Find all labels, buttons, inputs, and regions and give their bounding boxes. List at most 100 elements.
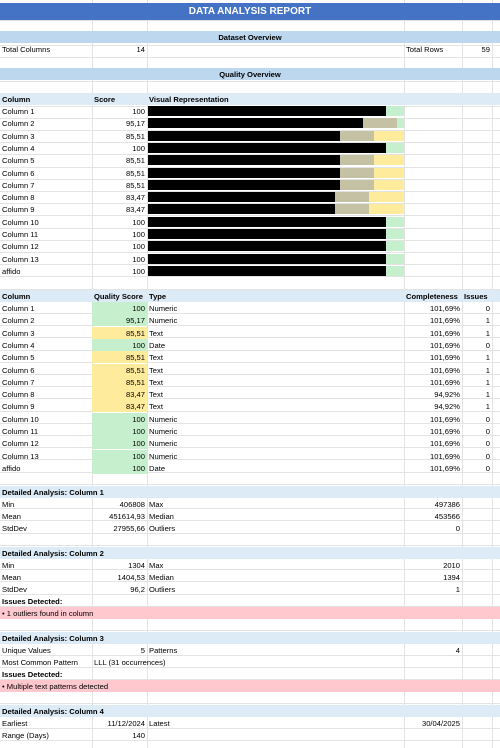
table-row[interactable]: Column 10 100 Numeric 101,69% 0 [0, 413, 500, 425]
dt-quality-score[interactable]: 100 [92, 450, 147, 462]
table-row[interactable]: Column 6 85,51 Text 101,69% 1 [0, 364, 500, 376]
col3-common-value[interactable]: LLL (31 occurrences) [94, 657, 166, 667]
col2-issue-row[interactable]: • 1 outliers found in column [0, 607, 500, 619]
col1-outliers-value[interactable]: 0 [455, 523, 460, 533]
col2-outliers-value[interactable]: 1 [455, 584, 460, 594]
table-row[interactable]: Column 9 83,47 Text 94,92% 1 [0, 400, 500, 412]
table-row[interactable]: Column 5 85,51 Text 101,69% 1 [0, 351, 500, 363]
dt-type[interactable]: Text [149, 328, 163, 338]
quality-row[interactable]: Column 4 100 [0, 142, 500, 154]
dt-completeness[interactable]: 101,69% [430, 340, 460, 350]
dt-quality-score[interactable]: 100 [92, 437, 147, 449]
col3-unique-value[interactable]: 5 [140, 645, 145, 655]
col4-row-dates[interactable]: Earliest 11/12/2024 Latest 30/04/2025 [0, 717, 500, 729]
quality-row[interactable]: Column 12 100 [0, 240, 500, 252]
dt-completeness[interactable]: 101,69% [430, 377, 460, 387]
table-row[interactable]: Column 12 100 Numeric 101,69% 0 [0, 437, 500, 449]
qo-score-value[interactable]: 85,51 [125, 168, 145, 178]
table-row[interactable]: affido 100 Date 101,69% 0 [0, 462, 500, 474]
dt-completeness[interactable]: 101,69% [430, 365, 460, 375]
dt-type[interactable]: Numeric [149, 303, 178, 313]
col2-issues-label-row[interactable]: Issues Detected: [0, 595, 500, 607]
col2-detail-header[interactable]: Detailed Analysis: Column 2 [0, 547, 500, 559]
quality-overview-header[interactable]: Quality Overview [0, 68, 500, 80]
col4-row-range[interactable]: Range (Days) 140 [0, 729, 500, 741]
col2-mean-value[interactable]: 1404,53 [117, 572, 145, 582]
dt-quality-score[interactable]: 100 [92, 425, 147, 437]
col2-row-mean[interactable]: Mean 1404,53 Median 1394 [0, 571, 500, 583]
col3-row-unique[interactable]: Unique Values 5 Patterns 4 [0, 644, 500, 656]
qo-score-value[interactable]: 83,47 [125, 204, 145, 214]
quality-row[interactable]: Column 1 100 [0, 105, 500, 117]
table-row[interactable]: Column 13 100 Numeric 101,69% 0 [0, 450, 500, 462]
qo-score-value[interactable]: 100 [132, 229, 145, 239]
dt-issues[interactable]: 1 [485, 389, 490, 399]
dt-type[interactable]: Date [149, 463, 166, 473]
dataset-overview-header[interactable]: Dataset Overview [0, 31, 500, 43]
dt-issues[interactable]: 0 [485, 438, 490, 448]
col3-row-common[interactable]: Most Common Pattern LLL (31 occurrences) [0, 656, 500, 668]
dt-type[interactable]: Text [149, 377, 163, 387]
dt-quality-score[interactable]: 95,17 [92, 314, 147, 326]
dt-completeness[interactable]: 94,92% [434, 401, 460, 411]
col1-row-mean[interactable]: Mean 451614,93 Median 453566 [0, 510, 500, 522]
qo-score-value[interactable]: 100 [132, 254, 145, 264]
dt-type[interactable]: Date [149, 340, 166, 350]
qo-score-value[interactable]: 85,51 [125, 180, 145, 190]
quality-row[interactable]: Column 9 83,47 [0, 203, 500, 215]
dt-completeness[interactable]: 101,69% [430, 352, 460, 362]
quality-row[interactable]: Column 2 95,17 [0, 117, 500, 129]
col1-mean-value[interactable]: 451614,93 [109, 511, 145, 521]
report-title-row[interactable]: DATA ANALYSIS REPORT [0, 3, 500, 20]
dt-type[interactable]: Text [149, 352, 163, 362]
dt-quality-score[interactable]: 100 [92, 462, 147, 474]
dt-quality-score[interactable]: 85,51 [92, 351, 147, 363]
col3-issues-label-row[interactable]: Issues Detected: [0, 668, 500, 680]
col1-detail-header[interactable]: Detailed Analysis: Column 1 [0, 486, 500, 498]
dt-issues[interactable]: 1 [485, 315, 490, 325]
total-rows-value[interactable]: 59 [481, 44, 490, 54]
dt-issues[interactable]: 1 [485, 365, 490, 375]
dt-issues[interactable]: 0 [485, 451, 490, 461]
dt-type[interactable]: Numeric [149, 451, 178, 461]
dt-completeness[interactable]: 101,69% [430, 438, 460, 448]
quality-row[interactable]: Column 3 85,51 [0, 130, 500, 142]
dt-issues[interactable]: 1 [485, 352, 490, 362]
dt-type[interactable]: Numeric [149, 426, 178, 436]
dt-type[interactable]: Numeric [149, 315, 178, 325]
qo-score-value[interactable]: 100 [132, 143, 145, 153]
dt-completeness[interactable]: 101,69% [430, 426, 460, 436]
table-row[interactable]: Column 4 100 Date 101,69% 0 [0, 339, 500, 351]
col2-row-std[interactable]: StdDev 96,2 Outliers 1 [0, 583, 500, 595]
dt-issues[interactable]: 0 [485, 426, 490, 436]
quality-row[interactable]: Column 10 100 [0, 216, 500, 228]
col1-max-value[interactable]: 497386 [434, 499, 460, 509]
dt-completeness[interactable]: 101,69% [430, 328, 460, 338]
col2-std-value[interactable]: 96,2 [130, 584, 145, 594]
dt-completeness[interactable]: 94,92% [434, 389, 460, 399]
qo-score-value[interactable]: 100 [132, 217, 145, 227]
table-row[interactable]: Column 1 100 Numeric 101,69% 0 [0, 302, 500, 314]
col2-median-value[interactable]: 1394 [443, 572, 460, 582]
col2-row-min[interactable]: Min 1304 Max 2010 [0, 559, 500, 571]
dt-quality-score[interactable]: 100 [92, 413, 147, 425]
col1-std-value[interactable]: 27955,66 [113, 523, 145, 533]
dt-quality-score[interactable]: 85,51 [92, 376, 147, 388]
dt-completeness[interactable]: 101,69% [430, 303, 460, 313]
total-columns-value[interactable]: 14 [136, 44, 145, 54]
qo-score-value[interactable]: 85,51 [125, 131, 145, 141]
dt-issues[interactable]: 1 [485, 401, 490, 411]
dt-quality-score[interactable]: 100 [92, 339, 147, 351]
col2-min-value[interactable]: 1304 [128, 560, 145, 570]
dt-type[interactable]: Numeric [149, 438, 178, 448]
dt-quality-score[interactable]: 85,51 [92, 364, 147, 376]
dt-quality-score[interactable]: 83,47 [92, 388, 147, 400]
dt-issues[interactable]: 1 [485, 377, 490, 387]
col3-patterns-value[interactable]: 4 [455, 645, 460, 655]
col4-latest-value[interactable]: 30/04/2025 [421, 718, 460, 728]
dt-issues[interactable]: 0 [485, 463, 490, 473]
col1-row-min[interactable]: Min 406808 Max 497386 [0, 498, 500, 510]
col3-issue-row[interactable]: • Multiple text patterns detected [0, 680, 500, 692]
col3-detail-header[interactable]: Detailed Analysis: Column 3 [0, 632, 500, 644]
col1-min-value[interactable]: 406808 [119, 499, 145, 509]
